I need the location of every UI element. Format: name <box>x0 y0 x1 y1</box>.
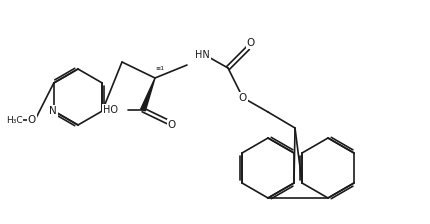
Text: HN: HN <box>194 50 209 60</box>
Polygon shape <box>140 78 155 111</box>
Text: HO: HO <box>103 105 118 115</box>
Text: O: O <box>246 38 255 48</box>
Text: O: O <box>168 120 176 130</box>
Text: ≡1: ≡1 <box>155 65 164 71</box>
Text: O: O <box>28 115 36 125</box>
Text: H₃C: H₃C <box>6 116 22 125</box>
Text: O: O <box>238 93 246 103</box>
Text: N: N <box>49 106 56 116</box>
